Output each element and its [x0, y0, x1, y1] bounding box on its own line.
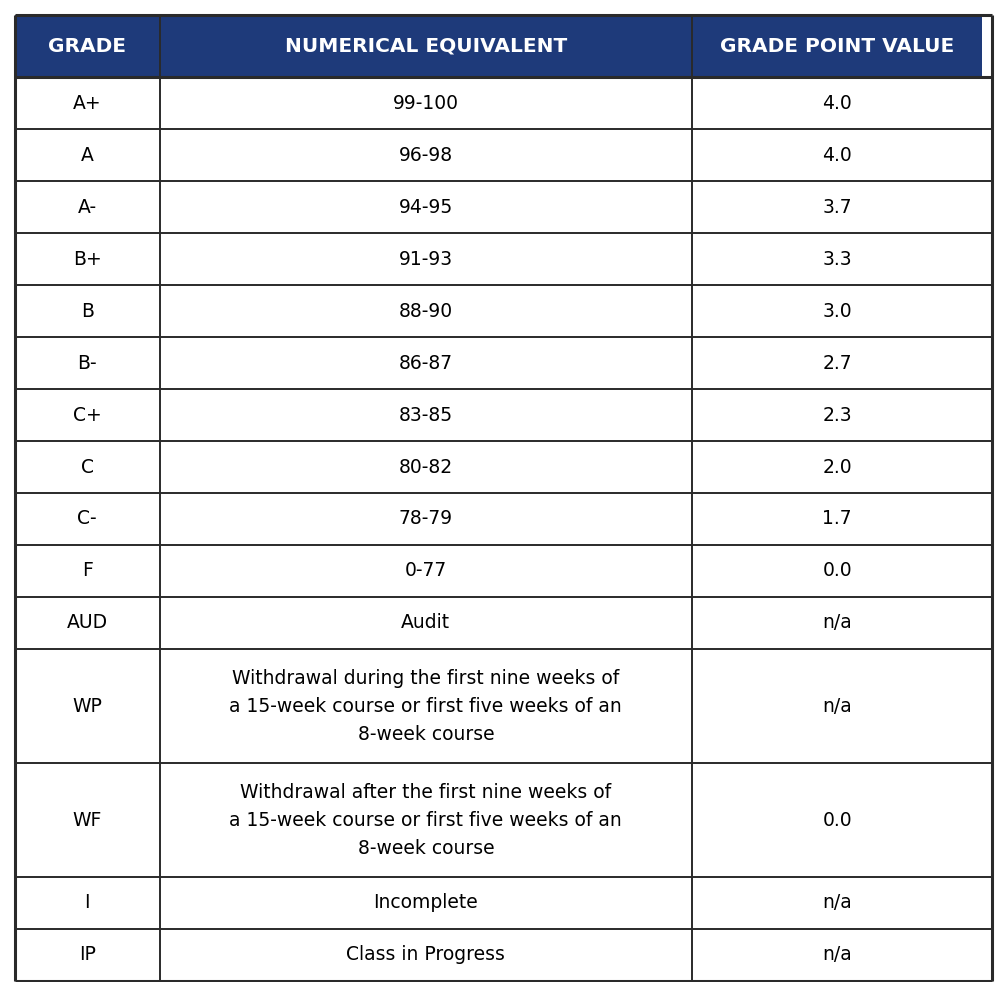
Bar [15, 441, 159, 493]
Text: 1.7: 1.7 [823, 510, 852, 528]
Text: 0.0: 0.0 [823, 562, 852, 580]
Text: 78-79: 78-79 [399, 510, 453, 528]
Text: 4.0: 4.0 [823, 145, 852, 165]
Text: AUD: AUD [66, 614, 108, 632]
Text: A-: A- [78, 197, 97, 216]
Bar [159, 763, 692, 877]
Text: 2.3: 2.3 [823, 406, 852, 424]
Bar [15, 285, 159, 337]
Bar [159, 929, 692, 981]
Bar [692, 233, 982, 285]
Text: C+: C+ [73, 406, 102, 424]
Bar [15, 929, 159, 981]
Bar [692, 15, 982, 77]
Text: A: A [81, 145, 94, 165]
Bar [15, 493, 159, 545]
Bar [15, 597, 159, 649]
Bar [159, 233, 692, 285]
Text: A+: A+ [73, 93, 102, 113]
Bar [15, 389, 159, 441]
Bar [159, 493, 692, 545]
Bar [692, 337, 982, 389]
Bar [15, 233, 159, 285]
Text: GRADE: GRADE [48, 36, 126, 56]
Text: 96-98: 96-98 [399, 145, 453, 165]
Text: C-: C- [78, 510, 97, 528]
Bar [692, 763, 982, 877]
Text: 94-95: 94-95 [399, 197, 453, 216]
Text: B+: B+ [73, 249, 102, 268]
Bar [159, 77, 692, 129]
Bar [15, 77, 159, 129]
Bar [692, 597, 982, 649]
Text: B-: B- [78, 354, 97, 372]
Text: Audit: Audit [401, 614, 450, 632]
Bar [159, 597, 692, 649]
Text: n/a: n/a [823, 614, 852, 632]
Text: I: I [85, 894, 90, 912]
Bar [159, 545, 692, 597]
Bar [159, 285, 692, 337]
Bar [15, 649, 159, 763]
Text: B: B [81, 301, 94, 320]
Bar [159, 337, 692, 389]
Text: F: F [82, 562, 93, 580]
Bar [15, 763, 159, 877]
Text: Withdrawal during the first nine weeks of
a 15-week course or first five weeks o: Withdrawal during the first nine weeks o… [230, 669, 622, 743]
Text: n/a: n/a [823, 894, 852, 912]
Bar [692, 285, 982, 337]
Bar [692, 545, 982, 597]
Bar [692, 877, 982, 929]
Bar [159, 389, 692, 441]
Text: WP: WP [73, 696, 103, 716]
Text: 88-90: 88-90 [399, 301, 453, 320]
Text: IP: IP [79, 946, 96, 964]
Text: Withdrawal after the first nine weeks of
a 15-week course or first five weeks of: Withdrawal after the first nine weeks of… [230, 783, 622, 857]
Bar [159, 649, 692, 763]
Bar [692, 77, 982, 129]
Text: 99-100: 99-100 [393, 93, 459, 113]
Text: 3.0: 3.0 [823, 301, 852, 320]
Bar [692, 441, 982, 493]
Bar [159, 15, 692, 77]
Text: 0.0: 0.0 [823, 810, 852, 830]
Text: GRADE POINT VALUE: GRADE POINT VALUE [720, 36, 955, 56]
Bar [692, 929, 982, 981]
Text: 2.0: 2.0 [823, 458, 852, 476]
Bar [15, 337, 159, 389]
Bar [692, 389, 982, 441]
Text: 4.0: 4.0 [823, 93, 852, 113]
Text: 2.7: 2.7 [823, 354, 852, 372]
Bar [15, 15, 159, 77]
Text: 0-77: 0-77 [405, 562, 447, 580]
Bar [159, 441, 692, 493]
Bar [692, 181, 982, 233]
Text: WF: WF [73, 810, 102, 830]
Text: 86-87: 86-87 [399, 354, 453, 372]
Text: 3.3: 3.3 [823, 249, 852, 268]
Bar [692, 649, 982, 763]
Text: 80-82: 80-82 [399, 458, 453, 476]
Bar [159, 129, 692, 181]
Text: NUMERICAL EQUIVALENT: NUMERICAL EQUIVALENT [285, 36, 567, 56]
Bar [692, 493, 982, 545]
Text: 83-85: 83-85 [399, 406, 453, 424]
Text: 3.7: 3.7 [823, 197, 852, 216]
Text: Incomplete: Incomplete [374, 894, 478, 912]
Bar [15, 877, 159, 929]
Text: n/a: n/a [823, 946, 852, 964]
Text: C: C [81, 458, 94, 476]
Bar [15, 181, 159, 233]
Bar [159, 877, 692, 929]
Text: Class in Progress: Class in Progress [346, 946, 506, 964]
Bar [159, 181, 692, 233]
Bar [15, 129, 159, 181]
Text: n/a: n/a [823, 696, 852, 716]
Bar [692, 129, 982, 181]
Bar [15, 545, 159, 597]
Text: 91-93: 91-93 [399, 249, 453, 268]
